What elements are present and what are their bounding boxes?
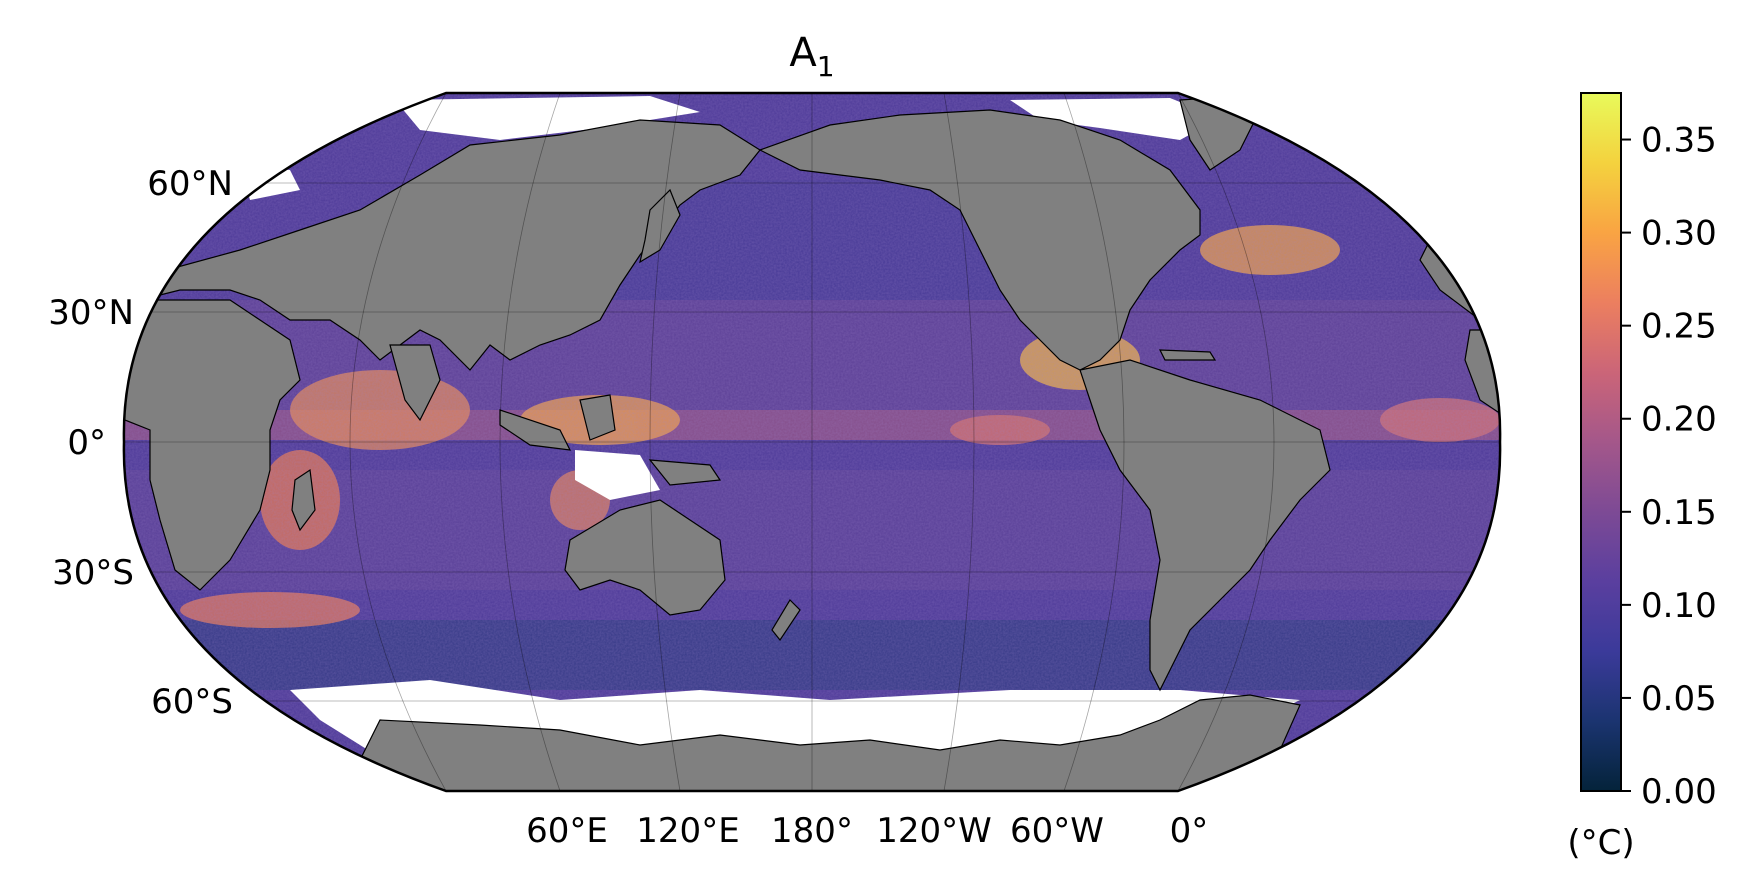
landmass-new-zealand	[771, 599, 801, 642]
landmass-madagascar	[291, 468, 316, 532]
landmass-eurasia	[129, 119, 761, 371]
landmass-antarctica	[359, 694, 1301, 791]
landmass-japan	[639, 188, 681, 264]
colorbar-tick-label: 0.05	[1641, 679, 1717, 719]
colorbar-fill	[1581, 93, 1621, 791]
colorbar-tick-label: 0.20	[1641, 400, 1717, 440]
plot-title: A1	[789, 30, 834, 83]
map-panel	[123, 93, 1501, 791]
colorbar-tick-label: 0.25	[1641, 307, 1717, 347]
landmass-india	[389, 344, 441, 422]
landmass-cuba	[1159, 349, 1217, 361]
colorbar-unit: (°C)	[1567, 823, 1634, 863]
lon-label: 0°	[1170, 811, 1209, 851]
land	[123, 95, 1501, 791]
lat-label: 30°S	[52, 553, 134, 593]
lon-label: 60°W	[1010, 811, 1104, 851]
map-border	[122, 91, 1502, 793]
lon-label: 120°W	[876, 811, 992, 851]
landmass-south-america	[1079, 359, 1331, 692]
landmass-new-guinea	[648, 459, 722, 486]
lat-label: 0°	[67, 423, 106, 463]
landmass-borneo	[579, 394, 616, 441]
lon-label: 120°E	[636, 811, 739, 851]
lon-label: 60°E	[526, 811, 608, 851]
lat-label: 60°S	[151, 682, 233, 722]
landmass-north-america	[758, 109, 1201, 371]
lat-label: 60°N	[147, 164, 233, 204]
landmass-indonesia	[499, 409, 572, 451]
colorbar-frame	[1580, 92, 1622, 792]
landmass-australia	[564, 499, 726, 616]
landmass-uk	[1394, 168, 1413, 206]
longitude-labels: 60°E 120°E 180° 120°W 60°W 0°	[526, 811, 1208, 851]
colorbar-tick-label: 0.30	[1641, 214, 1717, 254]
colorbar: 0.00 0.05 0.10 0.15 0.20 0.25 0.30 0.35 (°C)	[1567, 92, 1717, 863]
colorbar-tick-label: 0.15	[1641, 493, 1717, 533]
lat-label: 30°N	[48, 293, 134, 333]
graticule	[123, 93, 1501, 791]
colorbar-tick-label: 0.00	[1641, 772, 1717, 812]
colorbar-tick-label: 0.10	[1641, 586, 1717, 626]
lon-label: 180°	[771, 811, 853, 851]
latitude-labels: 60°N 30°N 0° 30°S 60°S	[48, 164, 233, 722]
colorbar-tick-label: 0.35	[1641, 121, 1717, 161]
